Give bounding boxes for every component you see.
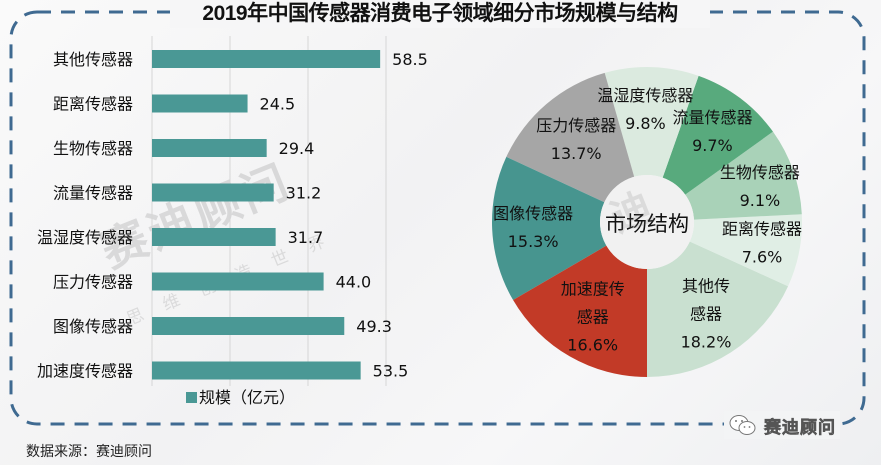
category-label: 加速度传感器: [37, 362, 133, 381]
slice-name-label: 流量传感器: [672, 108, 752, 127]
bar: [152, 50, 381, 68]
slice-name-label: 压力传感器: [536, 116, 616, 135]
pie-slice: [662, 75, 773, 195]
pie-slice: [506, 72, 635, 203]
slice-percent-label: 9.7%: [692, 136, 733, 155]
pie-slice: [513, 245, 647, 377]
slice-percent-label: 15.3%: [508, 232, 559, 251]
bar-value-label: 53.5: [373, 362, 409, 381]
legend-swatch: [186, 392, 197, 403]
slice-percent-label: 9.8%: [625, 114, 666, 133]
data-source: 数据来源：赛迪顾问: [26, 444, 152, 460]
slice-name-label: 图像传感器: [493, 204, 573, 223]
slice-percent-label: 18.2%: [681, 333, 732, 352]
bar: [152, 272, 324, 291]
bar-value-label: 29.4: [279, 139, 315, 158]
bar-value-label: 31.2: [286, 184, 322, 203]
slice-name-label: 距离传感器: [722, 219, 802, 238]
wechat-icon: [729, 415, 756, 435]
slice-name-label: 感器: [690, 305, 722, 324]
bar: [152, 94, 248, 113]
slice-name-label: 加速度传: [561, 280, 625, 299]
category-label: 其他传感器: [53, 50, 133, 69]
wechat-account-name: 赛迪顾问: [764, 417, 836, 438]
slice-name-label: 生物传感器: [720, 163, 800, 182]
bar: [152, 317, 345, 335]
slice-percent-label: 7.6%: [742, 247, 783, 266]
pie-slice: [491, 156, 607, 301]
category-label: 温湿度传感器: [37, 228, 133, 247]
category-label: 流量传感器: [53, 184, 133, 203]
bar-value-label: 24.5: [260, 95, 296, 114]
slice-percent-label: 13.7%: [551, 144, 602, 163]
category-label: 生物传感器: [53, 139, 133, 158]
slice-name-label: 其他传: [682, 277, 730, 296]
bar-value-label: 44.0: [336, 273, 372, 292]
bar: [152, 183, 274, 202]
bar-chart: 其他传感器 58.5 距离传感器 24.5 生物传感器 29.4 流量传感器 31.2 温湿度传…: [37, 36, 428, 407]
pie-center-title: 市场结构: [605, 212, 689, 236]
chart-title: 2019年中国传感器消费电子领域细分市场规模与结构: [170, 0, 710, 28]
pie-slice: [647, 241, 789, 377]
category-label: 压力传感器: [53, 273, 133, 292]
legend-label: 规模（亿元）: [199, 388, 295, 407]
wechat-badge: 赛迪顾问: [724, 411, 840, 439]
bar-value-label: 58.5: [392, 50, 428, 69]
slice-percent-label: 16.6%: [567, 336, 618, 355]
slice-name-label: 温湿度传感器: [597, 86, 693, 105]
slice-percent-label: 9.1%: [740, 191, 781, 210]
bar: [152, 361, 361, 380]
bar-value-label: 49.3: [356, 317, 392, 336]
pie-slice: [689, 214, 802, 287]
category-label: 图像传感器: [53, 317, 133, 336]
category-label: 距离传感器: [53, 95, 133, 114]
slice-name-label: 感器: [577, 308, 609, 327]
bar: [152, 228, 276, 246]
pie-slice: [604, 67, 699, 178]
pie-center-hole: [600, 175, 694, 269]
bar: [152, 139, 267, 157]
pie-slice: [685, 131, 802, 220]
bar-value-label: 31.7: [288, 228, 324, 247]
